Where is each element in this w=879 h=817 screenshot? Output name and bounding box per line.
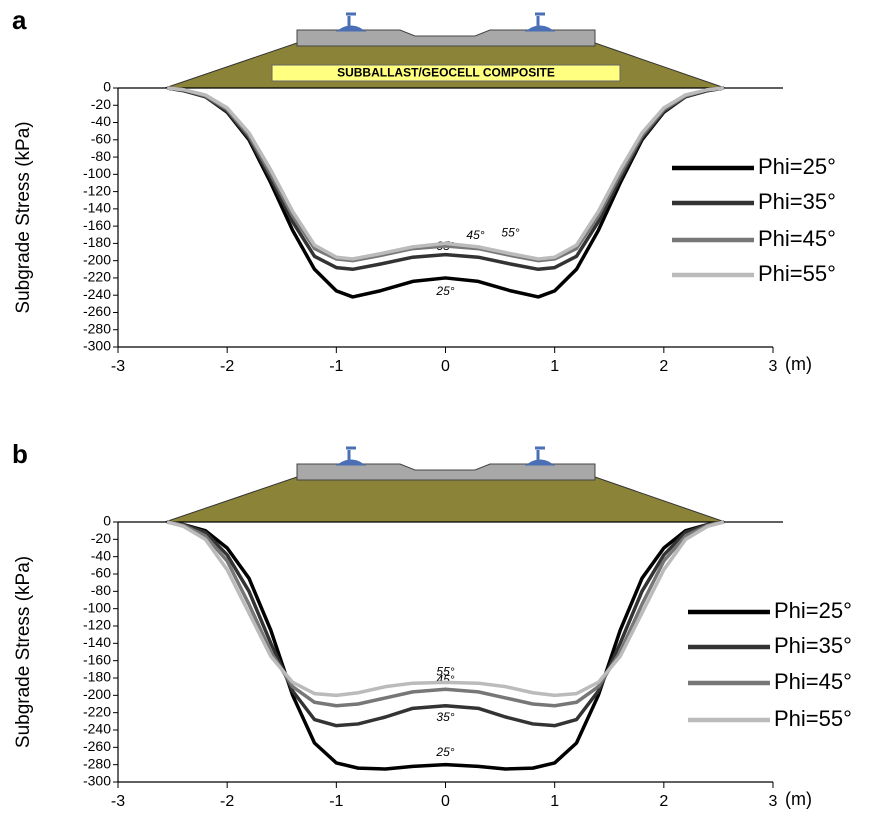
x-tick-label: 1 bbox=[550, 793, 559, 810]
y-tick-label: -240 bbox=[83, 286, 111, 302]
x-tick-label: -2 bbox=[220, 358, 234, 375]
y-tick-label: -40 bbox=[91, 113, 111, 129]
x-tick-label: 2 bbox=[659, 793, 668, 810]
y-tick-label: -60 bbox=[91, 565, 111, 581]
x-tick-label: 3 bbox=[769, 793, 778, 810]
y-axis-label: Subgrade Stress (kPa) bbox=[13, 556, 34, 748]
curve-label: 55° bbox=[436, 665, 454, 679]
curve-label: 25° bbox=[435, 284, 454, 298]
y-tick-label: -80 bbox=[91, 148, 111, 164]
legend-label: Phi=55° bbox=[774, 706, 852, 731]
y-tick-label: -260 bbox=[83, 738, 111, 754]
legend-label: Phi=45° bbox=[774, 669, 852, 694]
y-tick-label: -120 bbox=[83, 182, 111, 198]
y-tick-label: -80 bbox=[91, 582, 111, 598]
x-axis-label: (m) bbox=[785, 789, 812, 809]
curve-label: 35° bbox=[436, 710, 454, 724]
sleeper bbox=[297, 464, 595, 480]
sleeper bbox=[297, 30, 595, 46]
curve-label: 55° bbox=[501, 226, 519, 240]
y-tick-label: -220 bbox=[83, 703, 111, 719]
rail bbox=[530, 14, 550, 30]
y-tick-label: -180 bbox=[83, 669, 111, 685]
x-tick-label: 0 bbox=[441, 358, 450, 375]
series-line bbox=[167, 522, 724, 726]
x-tick-label: -2 bbox=[220, 793, 234, 810]
y-tick-label: -140 bbox=[83, 200, 111, 216]
x-tick-label: -3 bbox=[111, 793, 125, 810]
y-tick-label: -240 bbox=[83, 721, 111, 737]
y-tick-label: -280 bbox=[83, 320, 111, 336]
y-tick-label: -120 bbox=[83, 617, 111, 633]
panel-title: b bbox=[12, 439, 28, 469]
x-tick-label: 3 bbox=[769, 358, 778, 375]
y-tick-label: -300 bbox=[83, 773, 111, 789]
legend-label: Phi=55° bbox=[758, 261, 836, 286]
y-tick-label: -300 bbox=[83, 338, 111, 354]
y-tick-label: -20 bbox=[91, 530, 111, 546]
x-tick-label: 1 bbox=[550, 358, 559, 375]
y-tick-label: -280 bbox=[83, 755, 111, 771]
y-tick-label: -180 bbox=[83, 234, 111, 250]
x-tick-label: -1 bbox=[329, 358, 343, 375]
x-tick-label: 0 bbox=[441, 793, 450, 810]
y-tick-label: -160 bbox=[83, 217, 111, 233]
series-line bbox=[167, 88, 724, 297]
y-tick-label: -100 bbox=[83, 165, 111, 181]
x-tick-label: -3 bbox=[111, 358, 125, 375]
y-tick-label: -140 bbox=[83, 634, 111, 650]
figure: aSUBBALLAST/GEOCELL COMPOSITE0-20-40-60-… bbox=[0, 0, 879, 817]
panel: b0-20-40-60-80-100-120-140-160-180-200-2… bbox=[12, 439, 852, 810]
y-tick-label: -200 bbox=[83, 251, 111, 267]
y-tick-label: -220 bbox=[83, 269, 111, 285]
curve-label: 45° bbox=[466, 228, 484, 242]
y-tick-label: -20 bbox=[91, 96, 111, 112]
rail bbox=[530, 448, 550, 464]
legend-label: Phi=35° bbox=[758, 189, 836, 214]
y-tick-label: -260 bbox=[83, 303, 111, 319]
series-line bbox=[167, 88, 724, 259]
x-tick-label: -1 bbox=[329, 793, 343, 810]
curve-label: 25° bbox=[435, 745, 454, 759]
x-tick-label: 2 bbox=[659, 358, 668, 375]
y-tick-label: -60 bbox=[91, 131, 111, 147]
y-tick-label: 0 bbox=[103, 513, 111, 529]
y-tick-label: -40 bbox=[91, 547, 111, 563]
legend-label: Phi=35° bbox=[774, 633, 852, 658]
legend-label: Phi=25° bbox=[774, 598, 852, 623]
series-line bbox=[167, 522, 724, 769]
y-tick-label: -100 bbox=[83, 599, 111, 615]
legend-label: Phi=45° bbox=[758, 226, 836, 251]
y-axis-label: Subgrade Stress (kPa) bbox=[13, 121, 34, 313]
panel-title: a bbox=[12, 5, 27, 35]
y-tick-label: -200 bbox=[83, 686, 111, 702]
series-line bbox=[167, 88, 724, 261]
embankment bbox=[165, 477, 725, 522]
legend-label: Phi=25° bbox=[758, 154, 836, 179]
rail bbox=[341, 14, 361, 30]
annotation: SUBBALLAST/GEOCELL COMPOSITE bbox=[337, 66, 555, 80]
x-axis-label: (m) bbox=[785, 354, 812, 374]
y-tick-label: 0 bbox=[103, 79, 111, 95]
rail bbox=[341, 448, 361, 464]
y-tick-label: -160 bbox=[83, 651, 111, 667]
